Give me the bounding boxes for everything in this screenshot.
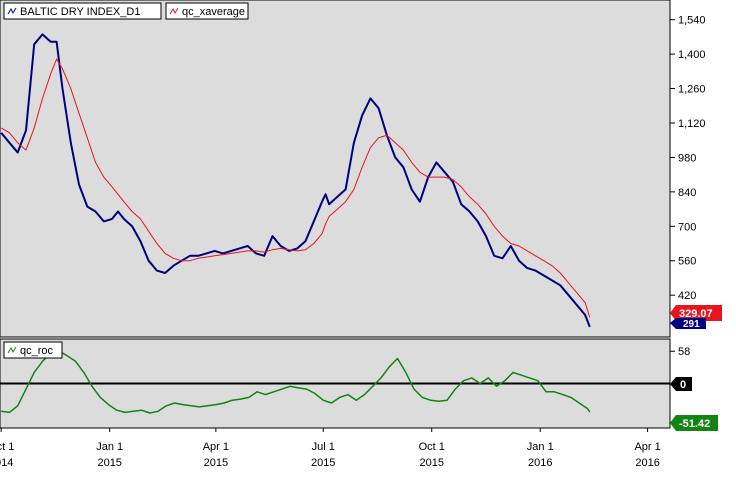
line-icon bbox=[7, 7, 17, 15]
legend-roc-label: qc_roc bbox=[20, 345, 54, 357]
y-tick-label: 560 bbox=[678, 256, 696, 268]
last-value-xaverage-label: 329.07 bbox=[679, 308, 713, 320]
last-value-bdi: 291 bbox=[670, 318, 706, 330]
x-tick-year: 2016 bbox=[528, 457, 552, 469]
x-tick-year: 2016 bbox=[635, 457, 659, 469]
y-tick-label: 980 bbox=[678, 152, 696, 164]
legend-bdi[interactable]: BALTIC DRY INDEX_D1 bbox=[3, 2, 162, 20]
y-tick-label: 1,120 bbox=[678, 118, 706, 130]
y-tick-label: 700 bbox=[678, 221, 696, 233]
y-tick-label: 1,540 bbox=[678, 15, 706, 27]
line-icon bbox=[7, 346, 17, 354]
x-tick-label: Jan 1 bbox=[96, 441, 123, 453]
line-icon bbox=[169, 7, 179, 15]
x-tick-label: Apr 1 bbox=[634, 441, 660, 453]
y-tick-label: 420 bbox=[678, 290, 696, 302]
legend-xaverage-label: qc_xaverage bbox=[182, 6, 245, 18]
bdi-line[interactable] bbox=[0, 33, 591, 328]
x-tick-label: Jul 1 bbox=[312, 441, 335, 453]
last-value-roc-label: -51.42 bbox=[679, 418, 710, 430]
x-tick-year: 2015 bbox=[97, 457, 121, 469]
last-value-zero: 0 bbox=[670, 377, 692, 391]
y-tick-label: 1,400 bbox=[678, 49, 706, 61]
last-value-roc: -51.42 bbox=[670, 415, 718, 431]
roc-y-tick-label: 58 bbox=[678, 346, 690, 358]
x-tick-year: 2014 bbox=[0, 457, 13, 469]
x-tick-label: Apr 1 bbox=[203, 441, 229, 453]
x-tick-year: 2015 bbox=[419, 457, 443, 469]
xaverage-line[interactable] bbox=[0, 58, 591, 318]
roc-line[interactable] bbox=[1, 350, 591, 414]
price-panel[interactable] bbox=[0, 0, 671, 338]
x-tick-label: Oct 1 bbox=[0, 441, 14, 453]
last-value-bdi-label: 291 bbox=[683, 319, 700, 330]
x-tick-year: 2015 bbox=[311, 457, 335, 469]
x-tick-label: Oct 1 bbox=[419, 441, 445, 453]
legend-bdi-label: BALTIC DRY INDEX_D1 bbox=[20, 6, 140, 18]
legend-roc[interactable]: qc_roc bbox=[3, 341, 63, 359]
y-tick-label: 840 bbox=[678, 187, 696, 199]
last-value-zero-label: 0 bbox=[680, 379, 686, 391]
x-tick-label: Jan 1 bbox=[527, 441, 554, 453]
last-value-xaverage: 329.07 bbox=[670, 305, 722, 321]
x-tick-year: 2015 bbox=[204, 457, 228, 469]
y-tick-label: 1,260 bbox=[678, 84, 706, 96]
legend-xaverage[interactable]: qc_xaverage bbox=[165, 2, 249, 20]
